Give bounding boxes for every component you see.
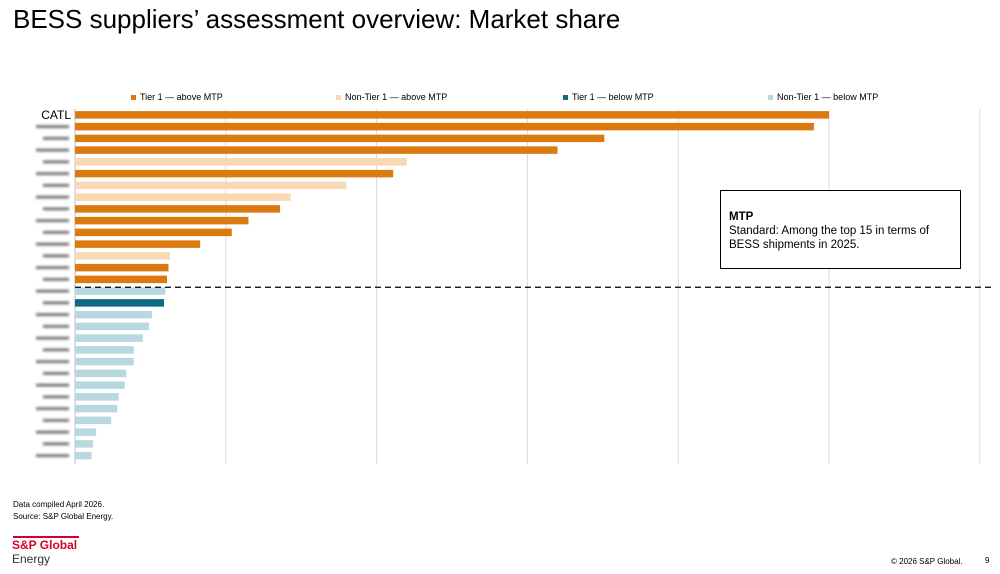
redacted-category-label xyxy=(43,277,69,281)
legend-item-tier1-below: Tier 1 — below MTP xyxy=(563,92,654,102)
redacted-category-label xyxy=(36,219,69,223)
redacted-category-label xyxy=(36,266,69,270)
legend-label-tier1-below: Tier 1 — below MTP xyxy=(572,92,654,102)
redacted-category-label xyxy=(36,407,69,411)
page-title: BESS suppliers’ assessment overview: Mar… xyxy=(13,4,621,34)
sp-global-logo: S&P Global Energy xyxy=(12,538,84,566)
bar-17 xyxy=(75,299,164,307)
redacted-category-label xyxy=(36,360,69,364)
mtp-definition-box: MTP Standard: Among the top 15 in terms … xyxy=(720,190,961,269)
bar-9 xyxy=(75,205,281,213)
redacted-category-label xyxy=(36,195,69,199)
chart-legend: Tier 1 — above MTP Non-Tier 1 — above MT… xyxy=(0,92,1000,106)
redacted-category-label xyxy=(43,324,69,328)
bar-6 xyxy=(75,169,394,178)
bar-3 xyxy=(75,134,605,143)
page-number: 9 xyxy=(985,556,990,565)
redacted-category-label xyxy=(36,454,69,458)
redacted-category-label xyxy=(36,313,69,317)
legend-item-nontier1-above: Non-Tier 1 — above MTP xyxy=(336,92,447,102)
copyright-text: © 2026 S&P Global. xyxy=(891,557,963,566)
redacted-category-label xyxy=(43,371,69,375)
redacted-category-label xyxy=(43,418,69,422)
redacted-category-label xyxy=(43,207,69,211)
bar-25 xyxy=(75,393,119,401)
redacted-category-label xyxy=(43,160,69,164)
redacted-category-label xyxy=(43,395,69,399)
redacted-category-label xyxy=(43,183,69,187)
market-share-bar-chart: CATL xyxy=(36,108,992,464)
bar-8 xyxy=(75,193,291,201)
bar-7 xyxy=(75,181,347,190)
redacted-category-label xyxy=(43,254,69,258)
legend-label-nontier1-below: Non-Tier 1 — below MTP xyxy=(777,92,879,102)
logo-line-2: Energy xyxy=(12,552,51,566)
bar-21 xyxy=(75,346,134,354)
bar-24 xyxy=(75,381,125,389)
legend-label-nontier1-above: Non-Tier 1 — above MTP xyxy=(345,92,448,102)
bar-30 xyxy=(75,451,92,460)
bar-28 xyxy=(75,428,97,436)
bar-18 xyxy=(75,310,152,319)
mtp-box-title: MTP xyxy=(729,211,754,223)
legend-swatch-tier1-above xyxy=(131,94,136,100)
legend-label-tier1-above: Tier 1 — above MTP xyxy=(140,92,223,102)
redacted-category-label xyxy=(36,242,69,246)
bar-5 xyxy=(75,158,407,166)
bar-16 xyxy=(75,287,166,295)
legend-item-tier1-above: Tier 1 — above MTP xyxy=(131,92,223,102)
bar-20 xyxy=(75,334,143,342)
redacted-category-label xyxy=(36,336,69,340)
bar-1 xyxy=(75,111,829,119)
bar-27 xyxy=(75,416,112,425)
bar-22 xyxy=(75,357,134,366)
bar-11 xyxy=(75,228,232,237)
bar-19 xyxy=(75,322,149,331)
bar-12 xyxy=(75,240,201,248)
redacted-category-label xyxy=(36,383,69,387)
bar-15 xyxy=(75,275,167,284)
bar-2 xyxy=(75,122,814,131)
mtp-box-text: Standard: Among the top 15 in terms of B… xyxy=(729,225,930,251)
redacted-category-label xyxy=(43,230,69,234)
bar-14 xyxy=(75,263,169,272)
legend-item-nontier1-below: Non-Tier 1 — below MTP xyxy=(768,92,878,102)
redacted-category-label xyxy=(43,442,69,446)
redacted-category-label xyxy=(36,148,69,152)
bar-26 xyxy=(75,404,118,413)
bar-13 xyxy=(75,252,171,260)
redacted-category-label xyxy=(36,172,69,176)
footnote-source: Source: S&P Global Energy. xyxy=(13,512,114,521)
redacted-category-label xyxy=(43,136,69,140)
legend-swatch-nontier1-above xyxy=(336,94,341,100)
footnote-compiled: Data compiled April 2026. xyxy=(13,500,105,509)
redacted-category-label xyxy=(36,430,69,434)
legend-swatch-tier1-below xyxy=(563,94,568,100)
bar-29 xyxy=(75,440,94,448)
bar-4 xyxy=(75,146,558,154)
bar-23 xyxy=(75,369,127,378)
logo-rule xyxy=(13,536,79,538)
bar-10 xyxy=(75,216,249,225)
redacted-category-label xyxy=(36,289,69,293)
legend-swatch-nontier1-below xyxy=(768,94,773,100)
redacted-category-label xyxy=(43,348,69,352)
redacted-category-label xyxy=(43,301,69,305)
logo-line-1: S&P Global xyxy=(12,538,78,552)
category-label: CATL xyxy=(41,108,71,122)
redacted-category-label xyxy=(36,125,69,129)
